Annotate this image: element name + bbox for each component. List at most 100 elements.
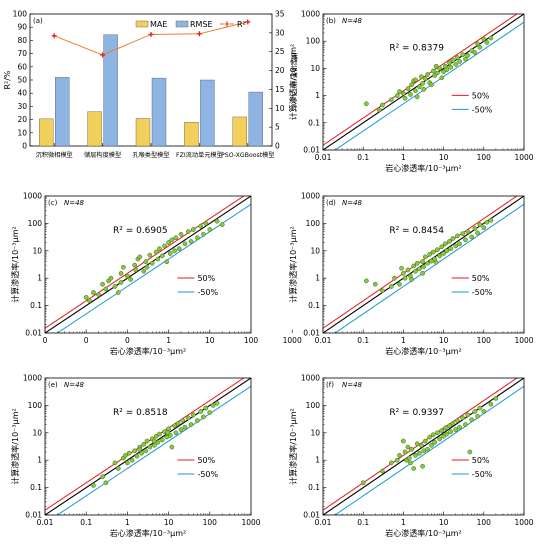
x-tick-label: 0.1 (357, 518, 369, 527)
y-left-tick-label: 0 (22, 142, 27, 151)
data-point (419, 74, 424, 79)
data-point (173, 430, 179, 436)
data-point (185, 229, 191, 234)
data-point (402, 449, 408, 455)
data-point (188, 239, 194, 244)
data-point (420, 81, 425, 86)
x-axis-label: 岩心渗透率/10⁻³μm² (110, 528, 186, 538)
data-point (207, 227, 213, 232)
data-point (169, 444, 175, 450)
y-tick-label: 100 (28, 219, 43, 228)
data-point (401, 438, 406, 444)
data-point (405, 444, 411, 450)
data-point (203, 405, 209, 411)
x-tick-label: 1000 (514, 336, 533, 345)
data-point (198, 409, 204, 414)
data-point (100, 281, 105, 287)
y-tick-label: 0.1 (308, 483, 320, 492)
data-point (427, 251, 433, 257)
x-axis-label: 岩心渗透率/10⁻³μm² (110, 346, 186, 356)
data-point (169, 237, 175, 243)
x-tick-label: 1 (125, 518, 130, 527)
panel-e: 0.01 0.1 1 10 100 1000 0.01 0.1 1 10 100 1000 (e) N=4… (10, 374, 261, 539)
data-point (185, 415, 191, 421)
reference-lines (45, 196, 251, 333)
r2-label: R² = 0.6905 (113, 226, 168, 236)
data-point (447, 60, 452, 66)
data-point (442, 425, 448, 431)
data-point (472, 409, 478, 414)
panel-label: (c) (48, 199, 58, 207)
data-point (96, 292, 101, 298)
category-label: 孔喉类型模型 (132, 151, 169, 159)
data-point (201, 231, 206, 237)
data-point (457, 424, 462, 430)
data-point (409, 446, 414, 452)
data-point (408, 460, 413, 466)
data-point (137, 446, 143, 452)
data-point (143, 259, 149, 265)
panel-label: (e) (48, 381, 58, 389)
data-point (198, 223, 204, 229)
y-tick-label: 1000 (301, 10, 320, 19)
data-point (173, 235, 179, 241)
data-point (100, 474, 105, 480)
minus-50-line (56, 203, 251, 333)
x-tick-label: 100 (244, 336, 259, 345)
data-point (408, 92, 413, 97)
data-point (442, 241, 448, 247)
data-point (448, 246, 454, 251)
x-tick-label: 10 (439, 518, 449, 527)
data-point (475, 413, 480, 419)
data-point (414, 260, 420, 266)
x-tick-label: 0.1 (357, 153, 369, 162)
data-point (484, 40, 490, 45)
data-point (455, 55, 460, 60)
data-point (430, 432, 436, 438)
y-tick-label: 1 (37, 274, 42, 283)
data-point (447, 239, 452, 244)
data-point (87, 298, 92, 304)
data-point (441, 251, 446, 256)
data-point (91, 290, 96, 295)
data-point (437, 253, 443, 259)
x-axis-label: 岩心渗透率/10⁻³μm² (385, 346, 461, 356)
y-tick-label: 0.1 (308, 118, 320, 127)
category-label: 沉积微相模型 (36, 151, 73, 159)
y-right-tick-label: 15 (275, 85, 285, 94)
data-point (433, 259, 439, 265)
data-point (153, 249, 159, 255)
data-point (439, 428, 445, 433)
data-point (453, 62, 459, 67)
data-point (437, 436, 443, 442)
data-point (401, 91, 406, 96)
data-point (441, 433, 446, 439)
data-point (176, 246, 182, 251)
data-point (115, 466, 121, 471)
r2-label: R² = 0.8379 (389, 44, 444, 54)
legend-label-plus-50: 50% (197, 456, 215, 465)
bar-mae (232, 116, 248, 147)
data-point (472, 226, 478, 231)
data-point (448, 64, 454, 70)
data-point (147, 444, 153, 450)
bar-mae (184, 122, 199, 147)
data-point (141, 268, 147, 274)
y-right-tick-label: 20 (275, 66, 285, 75)
data-point (417, 266, 422, 272)
y-axis-label: 计算渗透率/10⁻³μm² (288, 44, 298, 120)
bar-mae (135, 118, 151, 147)
panel-frame (44, 195, 252, 334)
x-tick-label: 1000 (514, 518, 533, 527)
data-point (103, 480, 109, 486)
data-point (153, 433, 159, 439)
data-point (411, 263, 417, 269)
data-point (444, 248, 450, 254)
data-point (488, 401, 494, 407)
y-left-axis-label: R²/% (3, 70, 12, 89)
data-point (488, 35, 494, 41)
y-tick-label: 0.01 (25, 329, 42, 338)
data-point (121, 264, 126, 270)
y-right-tick-label: 30 (275, 28, 285, 37)
